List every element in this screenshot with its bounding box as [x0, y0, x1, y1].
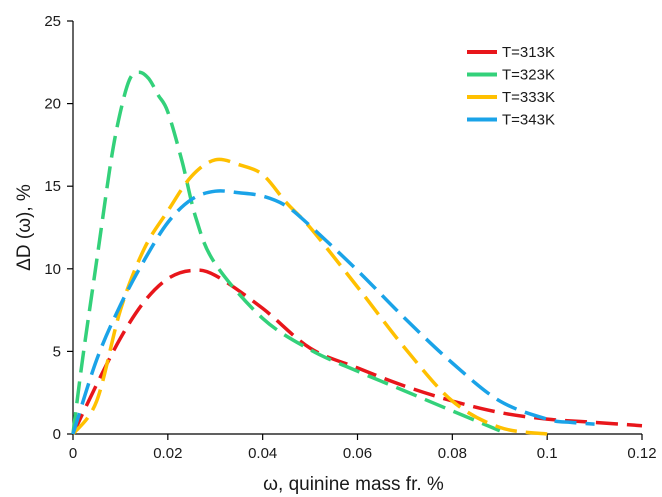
y-tick-label: 0 [53, 426, 61, 443]
legend-label: T=313K [502, 44, 555, 61]
x-axis-title: ω, quinine mass fr. % [263, 474, 444, 495]
series-line-t-323k [71, 70, 501, 435]
legend-label: T=323K [502, 67, 555, 84]
series-lines [71, 70, 643, 436]
legend-label: T=343K [502, 112, 555, 129]
x-tick-label: 0.1 [537, 445, 558, 462]
y-tick-label: 15 [44, 178, 61, 195]
y-tick-label: 20 [44, 96, 61, 113]
legend: T=313K T=323K T=333K T=343K [467, 44, 555, 129]
y-tick-label: 25 [44, 13, 61, 30]
x-tick-label: 0.08 [438, 445, 467, 462]
x-tick-label: 0.04 [248, 445, 277, 462]
x-tick-label: 0.06 [343, 445, 372, 462]
x-tick-label: 0 [69, 445, 77, 462]
y-tick-label: 5 [53, 343, 61, 360]
x-tick-label: 0.02 [153, 445, 182, 462]
series-line-t-313k [71, 268, 643, 435]
legend-label: T=333K [502, 89, 555, 106]
y-axis-title: ΔD (ω), % [14, 184, 35, 271]
series-line-t-343k [71, 189, 595, 435]
y-axis-ticks: 0 5 10 15 20 25 [44, 13, 73, 443]
y-tick-label: 10 [44, 261, 61, 278]
series-line-t-333k [71, 157, 548, 436]
x-tick-label: 0.12 [627, 445, 656, 462]
x-axis-ticks: 0 0.02 0.04 0.06 0.08 0.1 0.12 [69, 434, 657, 462]
